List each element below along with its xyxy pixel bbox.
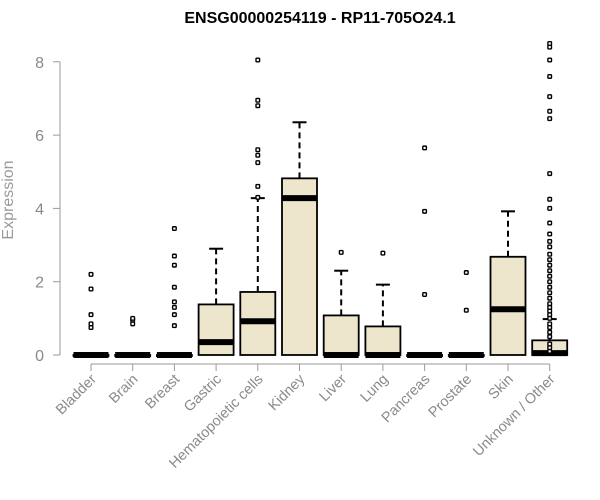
box-group	[114, 315, 152, 358]
outlier-point	[255, 103, 261, 109]
outlier-point	[88, 312, 94, 318]
box-group	[155, 226, 193, 358]
outlier-point	[88, 271, 94, 277]
box	[197, 303, 235, 356]
outlier-point	[255, 194, 261, 200]
outlier-point	[255, 183, 261, 189]
box	[281, 177, 318, 356]
outlier-point	[255, 152, 261, 158]
outlier-point	[380, 250, 386, 256]
outlier-point	[547, 231, 553, 237]
box-group	[239, 57, 277, 356]
outlier-point	[547, 205, 553, 211]
outlier-point	[338, 249, 344, 255]
outlier-point	[547, 244, 553, 250]
outlier-point	[547, 257, 553, 263]
box	[322, 314, 360, 356]
outlier-point	[171, 312, 177, 318]
outlier-point	[547, 94, 553, 100]
outlier-point	[422, 292, 428, 298]
box-group	[72, 271, 110, 358]
outlier-point	[171, 226, 177, 232]
box-group	[281, 121, 318, 356]
outlier-point	[171, 284, 177, 290]
box	[489, 255, 527, 356]
outlier-point	[547, 108, 553, 114]
x-tick-label: Breast	[142, 372, 183, 413]
box-group	[489, 210, 527, 356]
outlier-point	[547, 116, 553, 122]
x-tick-label: Brain	[106, 372, 141, 407]
outlier-point	[255, 97, 261, 103]
outlier-point	[255, 160, 261, 166]
outlier-point	[547, 40, 553, 46]
outlier-point	[547, 284, 553, 290]
outlier-point	[547, 171, 553, 177]
outlier-point	[547, 295, 553, 301]
box-group	[364, 250, 402, 358]
outlier-point	[547, 57, 553, 63]
outlier-point	[171, 253, 177, 259]
outlier-point	[547, 341, 553, 347]
outlier-point	[255, 147, 261, 153]
outlier-point	[547, 273, 553, 279]
outlier-point	[171, 304, 177, 310]
outlier-point	[171, 323, 177, 329]
chart-title: ENSG00000254119 - RP11-705O24.1	[184, 10, 455, 27]
outlier-point	[463, 270, 469, 276]
outlier-point	[547, 334, 553, 340]
x-tick-label: Lung	[358, 372, 392, 406]
outlier-point	[547, 196, 553, 202]
box-group	[197, 247, 235, 356]
outlier-point	[463, 307, 469, 313]
outlier-point	[547, 329, 553, 335]
y-tick-label: 8	[35, 55, 44, 72]
outlier-point	[547, 238, 553, 244]
box	[364, 325, 402, 356]
outlier-point	[547, 220, 553, 226]
outlier-point	[88, 321, 94, 327]
outlier-point	[547, 251, 553, 257]
outlier-point	[255, 57, 261, 63]
outlier-point	[547, 301, 553, 307]
outlier-point	[547, 290, 553, 296]
box-group	[406, 145, 444, 358]
box-group	[322, 249, 360, 358]
box-group	[531, 40, 569, 357]
boxes	[72, 40, 569, 358]
outlier-point	[547, 279, 553, 285]
outlier-point	[130, 315, 136, 321]
outlier-point	[547, 268, 553, 274]
x-tick-label: Liver	[316, 371, 350, 405]
y-tick-label: 2	[35, 275, 44, 292]
outlier-point	[422, 145, 428, 151]
y-tick-label: 6	[35, 128, 44, 145]
box-group	[447, 270, 485, 358]
outlier-point	[422, 208, 428, 214]
outlier-point	[547, 321, 553, 327]
outlier-point	[88, 286, 94, 292]
x-tick-label: Kidney	[266, 371, 309, 414]
y-axis-label: Expression	[0, 160, 17, 239]
x-tick-label: Bladder	[53, 371, 100, 418]
x-tick-label: Prostate	[426, 372, 475, 421]
outlier-point	[547, 262, 553, 268]
outlier-point	[171, 262, 177, 268]
y-tick-label: 4	[35, 201, 44, 218]
x-tick-label: Skin	[486, 372, 517, 403]
y-tick-label: 0	[35, 348, 44, 365]
outlier-point	[547, 73, 553, 79]
outlier-point	[171, 299, 177, 305]
